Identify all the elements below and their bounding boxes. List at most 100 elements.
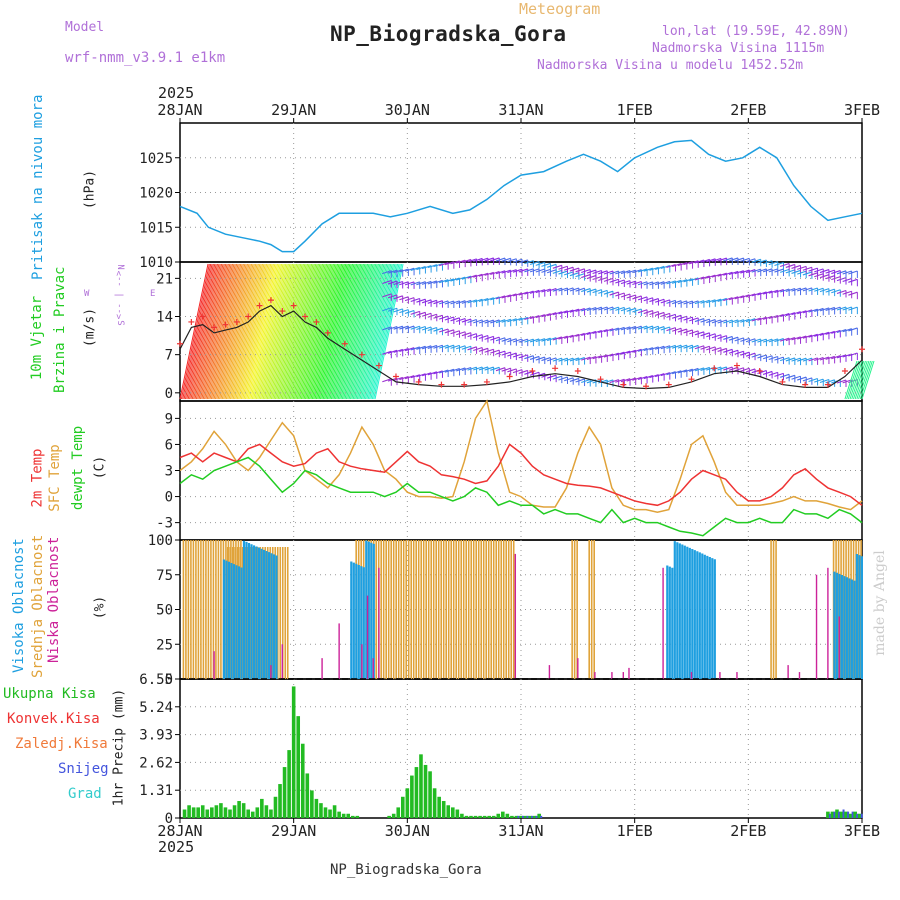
wind-barb [268, 263, 298, 400]
wind-barb [438, 300, 449, 305]
wind-barb [529, 315, 540, 320]
wind-gust-marker [711, 365, 718, 372]
wind-barb [643, 310, 653, 315]
wind-barb [450, 300, 460, 305]
wind-barb [711, 334, 722, 339]
wind-barb [216, 263, 246, 400]
wind-barb [473, 298, 483, 303]
precip-rain-bar [482, 815, 487, 818]
wind-barb [259, 263, 289, 400]
wind-barb [615, 326, 625, 331]
wind-barb [683, 261, 693, 266]
wind-barb [706, 258, 716, 263]
wind-barb [484, 335, 494, 340]
date-label-top: 30JAN [385, 101, 430, 119]
wind-barb [321, 263, 351, 400]
precip-rain-bar [205, 809, 210, 818]
wind-barb [535, 356, 545, 361]
wind-barb [546, 312, 557, 317]
precip-rain-bar [323, 807, 328, 818]
wind-barb [842, 290, 852, 295]
wind-barb [814, 273, 824, 278]
wind-barb [410, 310, 420, 315]
wind-barb [649, 281, 659, 286]
wind-barb [495, 270, 506, 275]
wind-barb [785, 287, 796, 293]
wind-barb [757, 268, 767, 273]
wind-barb [507, 258, 517, 263]
wind-barb [264, 263, 294, 400]
wind-barb [262, 263, 292, 400]
wind-barb [529, 289, 540, 294]
wind-barb [706, 333, 716, 338]
wind-barb [421, 299, 432, 304]
precip-tick-label: 0 [165, 811, 173, 827]
wind-barb [433, 370, 443, 375]
wind-barb [785, 374, 796, 379]
wind-barb [193, 263, 223, 400]
wind-gust-marker [375, 362, 382, 369]
wind-barb [186, 263, 216, 400]
wind-gust-marker [222, 321, 229, 328]
station-title: NP_Biogradska_Gora [330, 22, 567, 46]
wind-barb [700, 275, 710, 280]
wind-barb [410, 281, 420, 286]
wind-barb [836, 277, 847, 282]
wind-barb [694, 300, 705, 305]
wind-barb [224, 263, 254, 400]
wind-barb [490, 336, 500, 341]
wind-barb [797, 376, 807, 381]
wind-barb [393, 295, 403, 300]
wind-barb [399, 296, 409, 301]
wind-barb [450, 317, 460, 322]
wind-gust-marker [188, 318, 195, 325]
wind-barb [779, 262, 790, 267]
wind-barb [791, 375, 801, 380]
wind-barb [768, 338, 778, 343]
wind-barb [512, 268, 523, 273]
wind-barb [825, 269, 835, 274]
wind-barb [444, 344, 455, 349]
wind-gust-marker [279, 308, 286, 315]
wind-barb [814, 287, 824, 292]
wind-barb [632, 348, 642, 353]
precip-rain-bar [282, 767, 287, 818]
precip-rain-bar [523, 815, 528, 818]
wind-barb [473, 257, 483, 262]
wind-barb [438, 344, 449, 349]
precip-rain-bar [537, 813, 541, 818]
wind-barb [461, 345, 472, 350]
wind-barb [461, 318, 472, 323]
wind-barb [842, 379, 852, 384]
wind-barb [427, 371, 437, 376]
model-elevation-text: Nadmorska Visina u modelu 1452.52m [537, 58, 804, 73]
year-top: 2025 [158, 84, 195, 102]
wind-barb [552, 357, 563, 362]
wind-barb [637, 268, 648, 273]
wind-barb [581, 288, 591, 293]
wind-barb [501, 294, 511, 299]
precip-rain-bar [451, 807, 455, 818]
wind-gust-marker [756, 368, 763, 375]
wind-barb [751, 258, 761, 263]
wind-barb [416, 311, 426, 316]
precip-rain-bar [478, 815, 482, 818]
wind-barb [546, 288, 557, 293]
wind-barb [734, 337, 744, 342]
wind-barb [849, 360, 863, 400]
wind-barb [734, 350, 744, 355]
wind-barb [836, 306, 847, 311]
wind-barb [558, 270, 568, 275]
wind-barb [666, 344, 676, 349]
wind-barb [569, 357, 580, 362]
wind-barb [745, 338, 756, 343]
precip-rain-bar [844, 811, 848, 818]
wind-gust-marker [841, 368, 848, 375]
wind-barb [689, 260, 699, 265]
wind-gust-marker [313, 318, 320, 325]
wind-barb [552, 269, 563, 274]
wind-barb [581, 378, 591, 384]
wind-barb [495, 350, 506, 355]
cloud-tick-label: 25 [156, 637, 173, 653]
wind-barb [802, 377, 813, 382]
